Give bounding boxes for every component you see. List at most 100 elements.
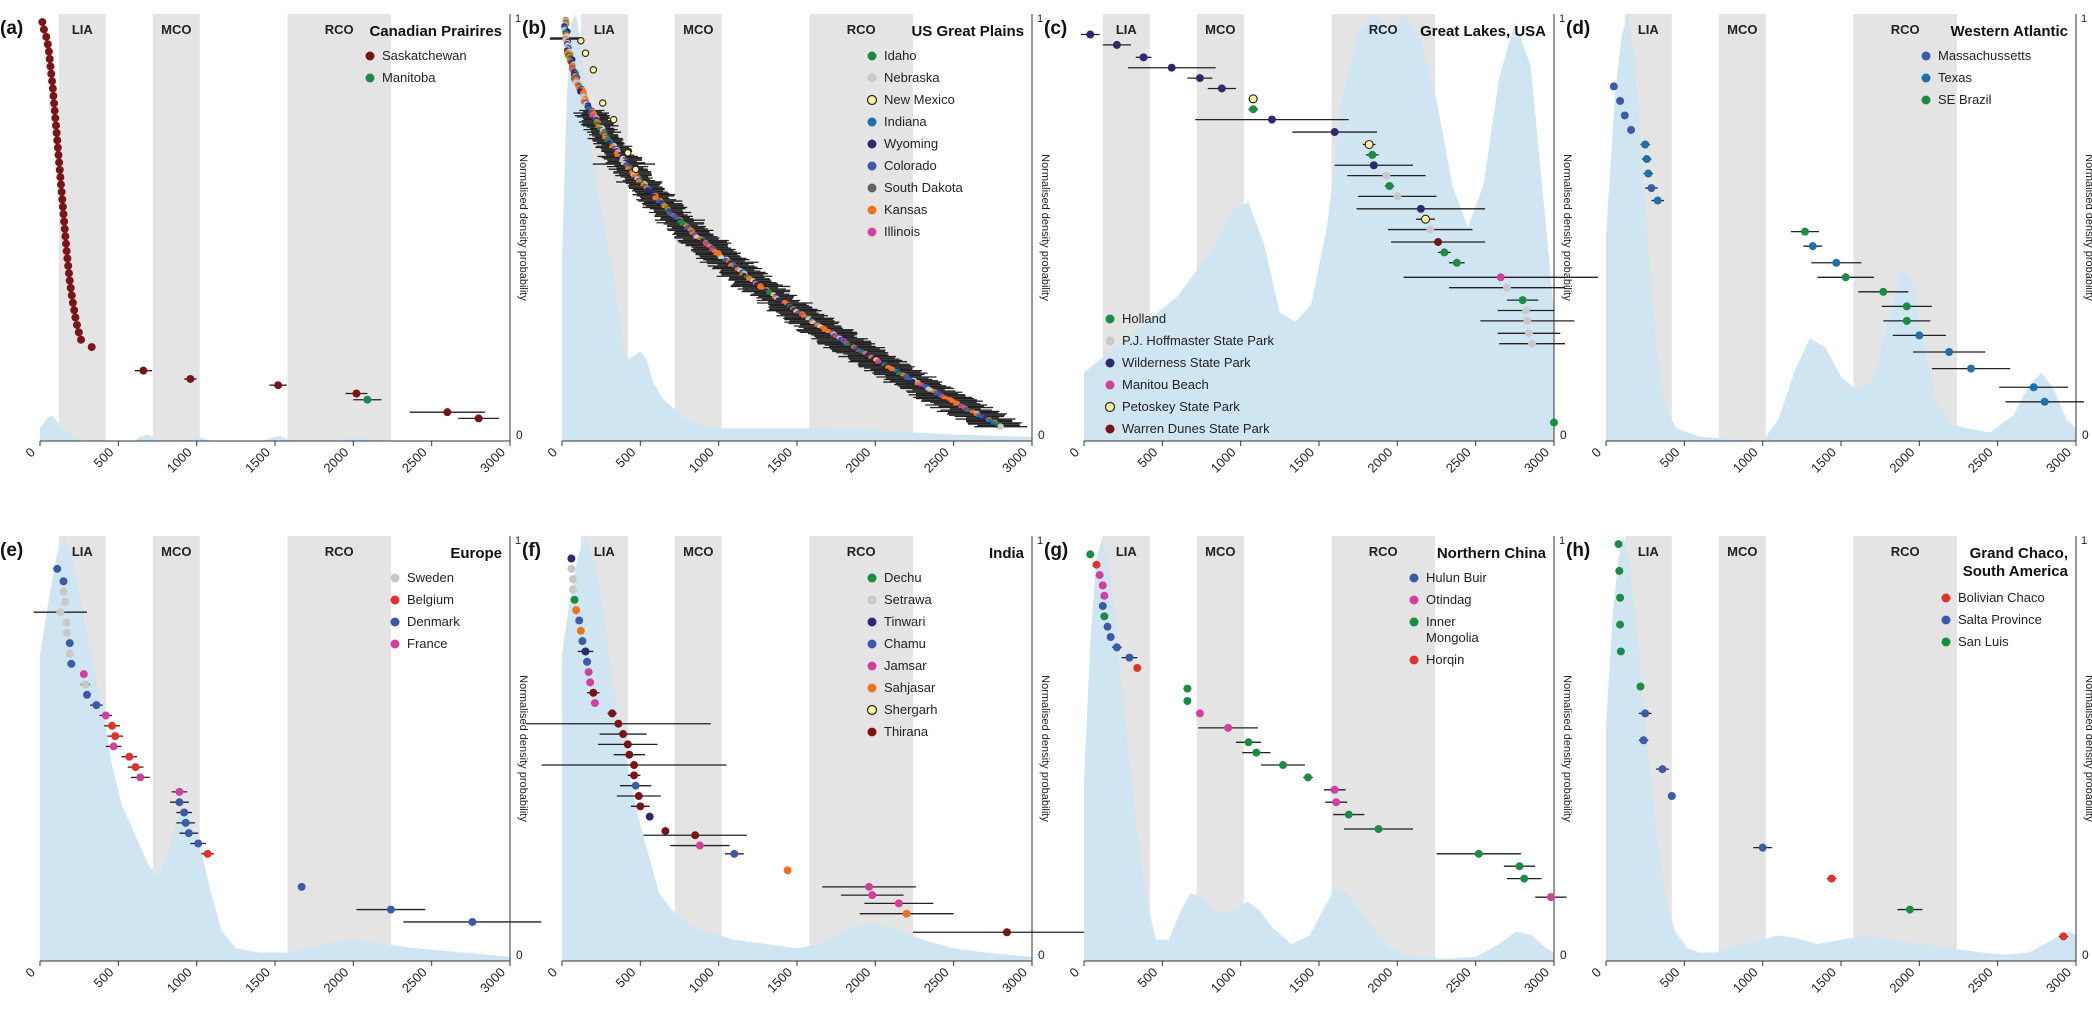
data-point: [1344, 810, 1353, 819]
period-band-rco: [809, 536, 913, 961]
data-point: [1615, 566, 1624, 575]
data-point: [51, 121, 60, 130]
legend-marker: [390, 573, 400, 583]
data-point: [474, 414, 483, 423]
data-point: [1139, 53, 1148, 62]
data-point: [1364, 139, 1374, 150]
period-label: MCO: [1727, 544, 1757, 559]
data-point: [65, 639, 74, 648]
x-tick-label: 0: [1588, 965, 1604, 981]
data-point: [1434, 238, 1443, 247]
period-label: MCO: [683, 544, 713, 559]
legend-marker: [866, 94, 878, 106]
panel-title: Western Atlantic: [1950, 23, 2068, 40]
legend-label: Otindag: [1426, 592, 1472, 607]
data-point: [1103, 622, 1112, 631]
x-tick-label: 2500: [1965, 965, 1996, 996]
panel-title: Canadian Prairires: [369, 23, 502, 40]
data-point: [1416, 204, 1425, 213]
panel-label: (a): [0, 18, 23, 39]
data-point: [614, 719, 623, 728]
x-tick-label: 2500: [1443, 445, 1474, 476]
legend-marker: [1941, 615, 1951, 625]
data-point: [894, 899, 903, 908]
data-point: [1195, 709, 1204, 718]
period-label: MCO: [1727, 22, 1757, 37]
data-point: [81, 680, 90, 689]
x-tick-label: 2000: [842, 445, 873, 476]
data-point: [46, 62, 55, 71]
data-point: [578, 637, 587, 646]
x-tick-label: 0: [1588, 445, 1604, 461]
panel-7: LIA MCO RCO 1 0 Normalised density probabilit…: [1566, 535, 2092, 996]
data-point: [61, 232, 70, 241]
data-point: [186, 374, 195, 383]
legend-item: Illinois: [867, 224, 921, 239]
right-axis-top-label: 1: [515, 13, 521, 25]
legend-item: Manitou Beach: [1105, 377, 1209, 392]
data-point: [730, 849, 739, 858]
legend-item: Horqin: [1409, 652, 1464, 667]
data-point: [54, 151, 63, 160]
data-point: [1879, 287, 1888, 296]
data-point: [1086, 550, 1095, 559]
data-point: [1100, 591, 1109, 600]
data-point: [203, 849, 212, 858]
data-point: [386, 905, 395, 914]
x-tick-label: 1000: [1208, 445, 1239, 476]
data-point: [619, 730, 628, 739]
data-point: [631, 165, 640, 174]
data-point: [783, 866, 792, 875]
data-point: [1330, 785, 1339, 794]
data-point: [72, 320, 81, 329]
data-point: [59, 210, 68, 219]
data-point: [589, 688, 598, 697]
legend-marker: [866, 704, 878, 716]
period-band-rco: [1331, 536, 1435, 961]
x-tick-label: 0: [1066, 965, 1082, 981]
data-point: [136, 773, 145, 782]
x-tick-label: 2500: [921, 965, 952, 996]
data-point: [1515, 862, 1524, 871]
x-tick-label: 2000: [1886, 445, 1917, 476]
legend-item: SE Brazil: [1921, 92, 1992, 107]
legend-label: Wilderness State Park: [1122, 355, 1251, 370]
data-point: [1112, 40, 1121, 49]
x-tick-label: 3000: [1521, 445, 1552, 476]
data-point: [52, 128, 61, 137]
period-band-rco: [287, 536, 391, 961]
period-label: LIA: [72, 544, 94, 559]
legend-marker: [1409, 655, 1419, 665]
panel-title: Grand Chaco, South America: [1963, 545, 2069, 580]
legend-label: Massachussetts: [1938, 48, 2032, 63]
data-point: [1614, 540, 1623, 549]
data-point: [661, 827, 670, 836]
x-tick-label: 2500: [1965, 445, 1996, 476]
period-band-mco: [1718, 14, 1766, 441]
legend-item: Denmark: [390, 614, 460, 629]
legend-label: P.J. Hoffmaster State Park: [1122, 333, 1274, 348]
data-point: [1758, 843, 1767, 852]
legend-marker: [867, 727, 877, 737]
data-point: [586, 678, 595, 687]
legend-marker: [390, 595, 400, 605]
data-point: [1330, 128, 1339, 137]
right-axis-top-label: 1: [1037, 13, 1043, 25]
panel-6: LIA MCO RCO 1 0 Normalised density probabilit…: [1044, 535, 1573, 996]
x-tick-label: 2000: [1364, 445, 1395, 476]
data-point: [274, 381, 283, 390]
data-point: [65, 276, 74, 285]
data-point: [1452, 258, 1461, 267]
period-label: RCO: [847, 22, 876, 37]
legend-label: Petoskey State Park: [1122, 399, 1240, 414]
data-point: [636, 802, 645, 811]
data-point: [1304, 773, 1313, 782]
data-point: [1641, 140, 1650, 149]
data-point: [1546, 893, 1555, 902]
data-point: [630, 771, 639, 780]
legend-item: Wilderness State Park: [1105, 355, 1251, 370]
legend-item: San Luis: [1941, 634, 2009, 649]
data-point: [1636, 682, 1645, 691]
data-point: [1098, 581, 1107, 590]
data-point: [1183, 697, 1192, 706]
